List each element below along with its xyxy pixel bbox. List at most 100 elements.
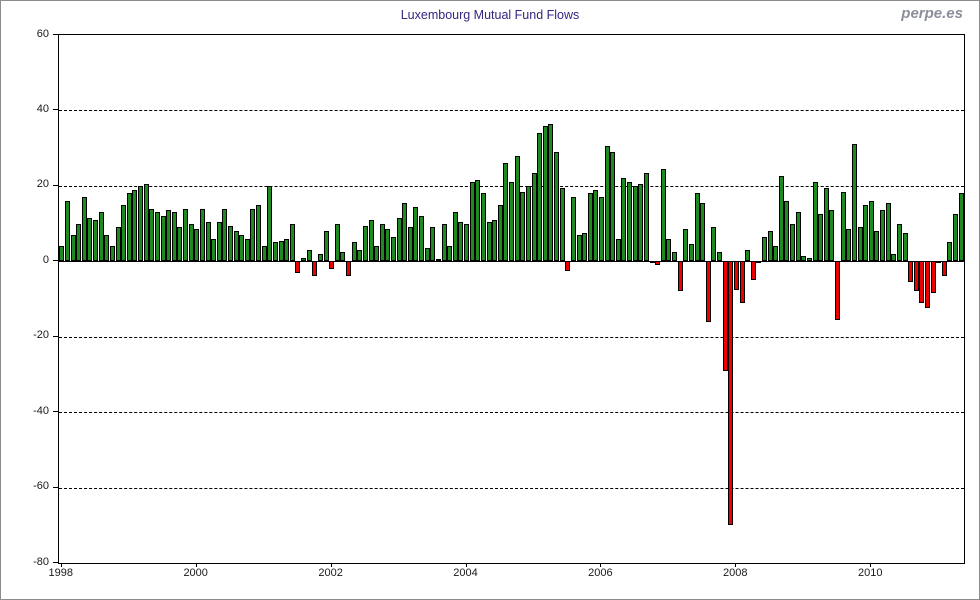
chart-bar-2009-03	[812, 182, 818, 262]
chart-bar-2010-05	[891, 253, 897, 262]
chart-bar-2005-12	[593, 189, 599, 262]
chart-bar-2009-01	[801, 255, 807, 262]
chart-bar-2010-10	[919, 261, 925, 303]
y-tick-label: 20	[36, 178, 49, 191]
chart-bar-2004-03	[475, 180, 481, 262]
chart-bar-2001-07	[295, 261, 301, 273]
y-tick-mark	[53, 411, 58, 413]
chart-bar-2000-12	[256, 204, 261, 262]
chart-bar-2006-02	[604, 146, 610, 262]
chart-bar-2010-04	[885, 202, 891, 262]
y-tick-label: 40	[36, 102, 49, 115]
chart-bar-2002-11	[385, 229, 391, 262]
plot-area	[58, 34, 965, 564]
gridline-y-40	[59, 110, 964, 112]
chart-bar-1999-05	[149, 208, 155, 262]
chart-bar-2009-05	[823, 187, 829, 262]
chart-bar-2000-10	[244, 238, 250, 262]
chart-bar-2010-11	[925, 261, 930, 309]
x-tick-mark	[870, 563, 872, 567]
chart-bar-2002-10	[379, 223, 385, 262]
chart-bar-2006-03	[610, 151, 616, 262]
y-tick-label: 0	[42, 253, 49, 266]
chart-bar-2010-01	[868, 200, 874, 262]
chart-bar-2004-07	[497, 204, 503, 262]
chart-bar-2008-11	[790, 223, 796, 262]
chart-bar-2005-05	[554, 151, 559, 262]
chart-bar-1999-12	[188, 223, 194, 262]
chart-bar-2011-01	[936, 261, 942, 264]
chart-bar-1999-04	[143, 184, 149, 262]
chart-bar-2009-04	[818, 214, 824, 262]
chart-bar-1998-11	[115, 227, 121, 262]
chart-bar-2003-10	[447, 246, 453, 262]
chart-bar-2004-10	[514, 155, 520, 262]
chart-bar-2002-12	[391, 236, 396, 262]
chart-bar-2003-02	[402, 202, 408, 262]
x-tick-mark	[735, 563, 737, 567]
chart-bar-2004-11	[520, 191, 526, 262]
chart-bar-1998-04	[76, 223, 82, 262]
chart-bar-2005-06	[559, 187, 565, 262]
gridline-y--60	[59, 487, 964, 489]
chart-bar-1999-01	[126, 193, 132, 262]
chart-bar-2001-09	[306, 250, 312, 262]
chart-bar-2000-08	[233, 231, 239, 262]
chart-bar-2007-11	[722, 261, 728, 371]
chart-bar-2007-09	[711, 227, 717, 262]
chart-bar-2008-09	[778, 176, 784, 262]
chart-bar-1999-07	[160, 216, 166, 262]
chart-bar-2007-05	[688, 244, 694, 262]
chart-bar-2007-04	[683, 229, 689, 262]
chart-bar-2002-02	[334, 223, 340, 262]
chart-bar-2002-04	[346, 261, 351, 277]
chart-bar-2010-02	[874, 231, 880, 262]
y-tick-mark	[53, 184, 58, 186]
chart-bar-2009-10	[851, 144, 857, 262]
chart-bar-2005-11	[587, 193, 593, 262]
chart-bar-2001-04	[278, 240, 284, 262]
chart-bar-1998-08	[98, 212, 104, 262]
chart-bar-2006-09	[643, 172, 649, 262]
chart-bar-2008-12	[795, 212, 801, 262]
chart-bar-2005-07	[565, 261, 571, 271]
chart-bar-2000-05	[216, 221, 222, 262]
chart-bar-2009-02	[806, 257, 812, 262]
chart-bar-2002-05	[351, 242, 357, 262]
chart-bar-2000-06	[222, 208, 228, 262]
chart-bar-2007-03	[677, 261, 683, 292]
chart-bar-2005-01	[531, 172, 537, 262]
chart-bar-2003-11	[452, 212, 458, 262]
x-tick-label: 2010	[858, 567, 883, 579]
chart-bar-1999-11	[183, 208, 188, 262]
chart-bar-2001-06	[289, 223, 295, 262]
chart-bar-2004-08	[503, 163, 509, 262]
chart-bar-2004-09	[509, 182, 514, 262]
chart-bar-2009-07	[835, 261, 840, 320]
chart-bar-2002-01	[329, 261, 335, 269]
chart-bar-2003-12	[458, 221, 464, 262]
chart-bar-2009-06	[829, 210, 835, 262]
chart-title: Luxembourg Mutual Fund Flows	[400, 8, 580, 22]
y-tick-label: 60	[36, 27, 49, 40]
chart-bar-2007-08	[705, 261, 711, 322]
chart-bar-1998-03	[70, 234, 76, 262]
chart-bar-2001-02	[267, 185, 273, 262]
y-tick-mark	[53, 260, 58, 262]
chart-bar-2005-02	[537, 133, 543, 262]
chart-bar-2004-01	[464, 223, 469, 262]
chart-bar-2010-07	[902, 233, 908, 262]
chart-bar-2006-11	[655, 261, 661, 266]
chart-bar-2000-02	[199, 208, 205, 262]
chart-bar-2002-09	[374, 246, 380, 262]
chart-bar-2002-06	[357, 250, 363, 262]
x-tick-label: 2002	[318, 567, 343, 579]
chart-bar-2006-07	[632, 185, 638, 262]
chart-bar-2006-12	[660, 168, 666, 262]
chart-bar-2008-06	[762, 236, 767, 262]
x-tick-mark	[465, 563, 467, 567]
chart-bar-2001-10	[312, 261, 318, 277]
chart-bar-2003-05	[419, 216, 425, 262]
chart-bar-2003-01	[396, 217, 402, 262]
